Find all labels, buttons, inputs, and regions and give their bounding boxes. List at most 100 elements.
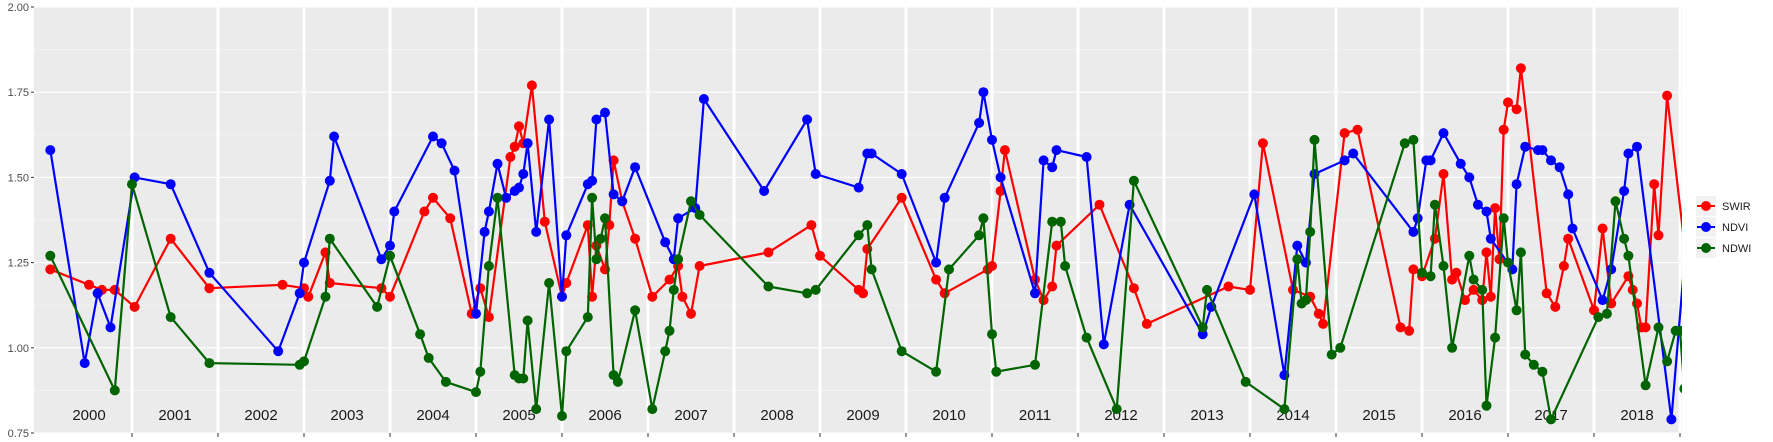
data-point-ndwi	[1537, 366, 1548, 377]
data-point-ndwi	[1240, 376, 1251, 387]
data-point-swir	[999, 145, 1010, 156]
y-tick-label: 1.50	[8, 172, 29, 184]
data-point-swir	[1653, 230, 1664, 241]
data-point-swir	[84, 279, 94, 290]
data-point-ndwi	[944, 264, 954, 275]
data-point-ndwi	[987, 329, 997, 340]
data-point-ndwi	[1640, 380, 1651, 391]
y-tick-label: 1.00	[8, 343, 29, 355]
data-point-ndvi	[1339, 155, 1350, 166]
data-point-swir	[1352, 124, 1363, 135]
data-point-ndwi	[991, 366, 1002, 377]
data-point-swir	[526, 80, 537, 91]
data-point-ndwi	[896, 346, 907, 357]
data-point-ndvi	[1485, 233, 1496, 244]
data-point-ndwi	[1653, 322, 1664, 333]
data-point-ndvi	[385, 240, 395, 251]
data-point-ndwi	[1515, 247, 1526, 258]
data-point-ndwi	[385, 250, 395, 261]
data-point-swir	[1709, 319, 1719, 329]
data-point-ndvi	[1597, 295, 1608, 306]
year-label: 2002	[244, 407, 277, 424]
data-point-ndvi	[995, 172, 1006, 183]
data-point-ndvi	[978, 87, 989, 98]
data-point-ndwi	[1675, 325, 1682, 336]
data-point-swir	[806, 220, 817, 231]
data-point-ndvi	[436, 138, 447, 149]
data-point-ndwi	[1714, 363, 1724, 373]
data-point-ndvi	[471, 308, 481, 319]
data-point-ndvi	[449, 165, 460, 176]
data-point-ndvi	[1098, 339, 1109, 350]
data-point-swir	[1141, 318, 1152, 329]
data-point-ndwi	[974, 230, 985, 241]
data-point-swir	[1408, 264, 1419, 275]
data-point-swir	[1563, 233, 1574, 244]
data-point-ndvi	[324, 175, 335, 186]
data-point-ndvi	[1038, 155, 1049, 166]
data-point-swir	[858, 288, 868, 299]
data-point-ndwi	[866, 264, 877, 275]
data-point-ndvi	[522, 138, 533, 149]
year-label: 2005	[502, 407, 535, 424]
data-point-ndvi	[45, 145, 56, 156]
data-point-ndvi	[1292, 240, 1303, 251]
data-point-ndwi	[686, 196, 696, 207]
legend-key-point	[1701, 201, 1711, 211]
data-point-ndvi	[204, 267, 215, 278]
data-point-ndvi	[1481, 206, 1492, 217]
data-point-swir	[1701, 295, 1711, 305]
data-point-ndwi	[1511, 305, 1522, 316]
data-point-ndwi	[802, 288, 813, 299]
data-point-swir	[694, 261, 705, 271]
data-point-ndwi	[45, 250, 56, 261]
year-label: 2000	[72, 407, 105, 424]
year-label: 2015	[1362, 407, 1395, 424]
data-point-swir	[475, 283, 486, 294]
data-point-ndvi	[974, 117, 985, 128]
data-point-ndvi	[428, 131, 438, 142]
data-point-ndwi	[531, 404, 542, 415]
data-point-ndvi	[1701, 394, 1711, 404]
data-point-swir	[1245, 284, 1255, 295]
data-point-swir	[1692, 305, 1702, 315]
data-point-swir	[483, 312, 494, 323]
data-point-ndvi	[759, 186, 770, 196]
y-tick-label: 2.00	[8, 2, 29, 14]
data-point-ndvi	[299, 257, 309, 268]
data-point-ndvi	[1567, 223, 1578, 234]
data-point-ndwi	[492, 192, 503, 203]
data-point-ndwi	[673, 254, 684, 265]
data-point-ndvi	[518, 169, 529, 179]
data-point-ndvi	[1684, 207, 1694, 217]
data-point-ndvi	[1761, 176, 1771, 186]
data-point-swir	[1128, 283, 1139, 294]
data-point-swir	[763, 247, 774, 258]
data-point-swir	[419, 206, 430, 217]
data-point-ndwi	[1619, 233, 1630, 244]
y-tick-label: 0.75	[8, 428, 29, 440]
data-point-ndwi	[1326, 349, 1337, 360]
data-point-swir	[129, 301, 140, 312]
data-point-ndvi	[1081, 152, 1092, 162]
year-label: 2006	[588, 407, 621, 424]
data-point-ndwi	[1490, 332, 1501, 343]
data-point-ndwi	[1701, 309, 1711, 319]
data-point-swir	[445, 213, 456, 224]
data-point-swir	[630, 233, 641, 244]
y-axis: 0.75 1.00 1.25 1.50 1.75 2.00	[8, 2, 34, 440]
data-point-swir	[664, 274, 675, 285]
data-point-ndwi	[1528, 359, 1539, 370]
data-point-swir	[428, 192, 438, 203]
data-point-ndvi	[1438, 128, 1449, 139]
data-point-swir	[1640, 322, 1651, 333]
data-point-swir	[1597, 223, 1608, 234]
data-point-ndvi	[660, 237, 671, 248]
data-point-swir	[931, 274, 942, 285]
data-point-ndvi	[1619, 186, 1630, 196]
data-point-ndwi	[1292, 254, 1303, 265]
data-point-ndwi	[1429, 199, 1440, 210]
data-point-ndwi	[853, 230, 864, 241]
data-point-ndwi	[1055, 216, 1066, 227]
